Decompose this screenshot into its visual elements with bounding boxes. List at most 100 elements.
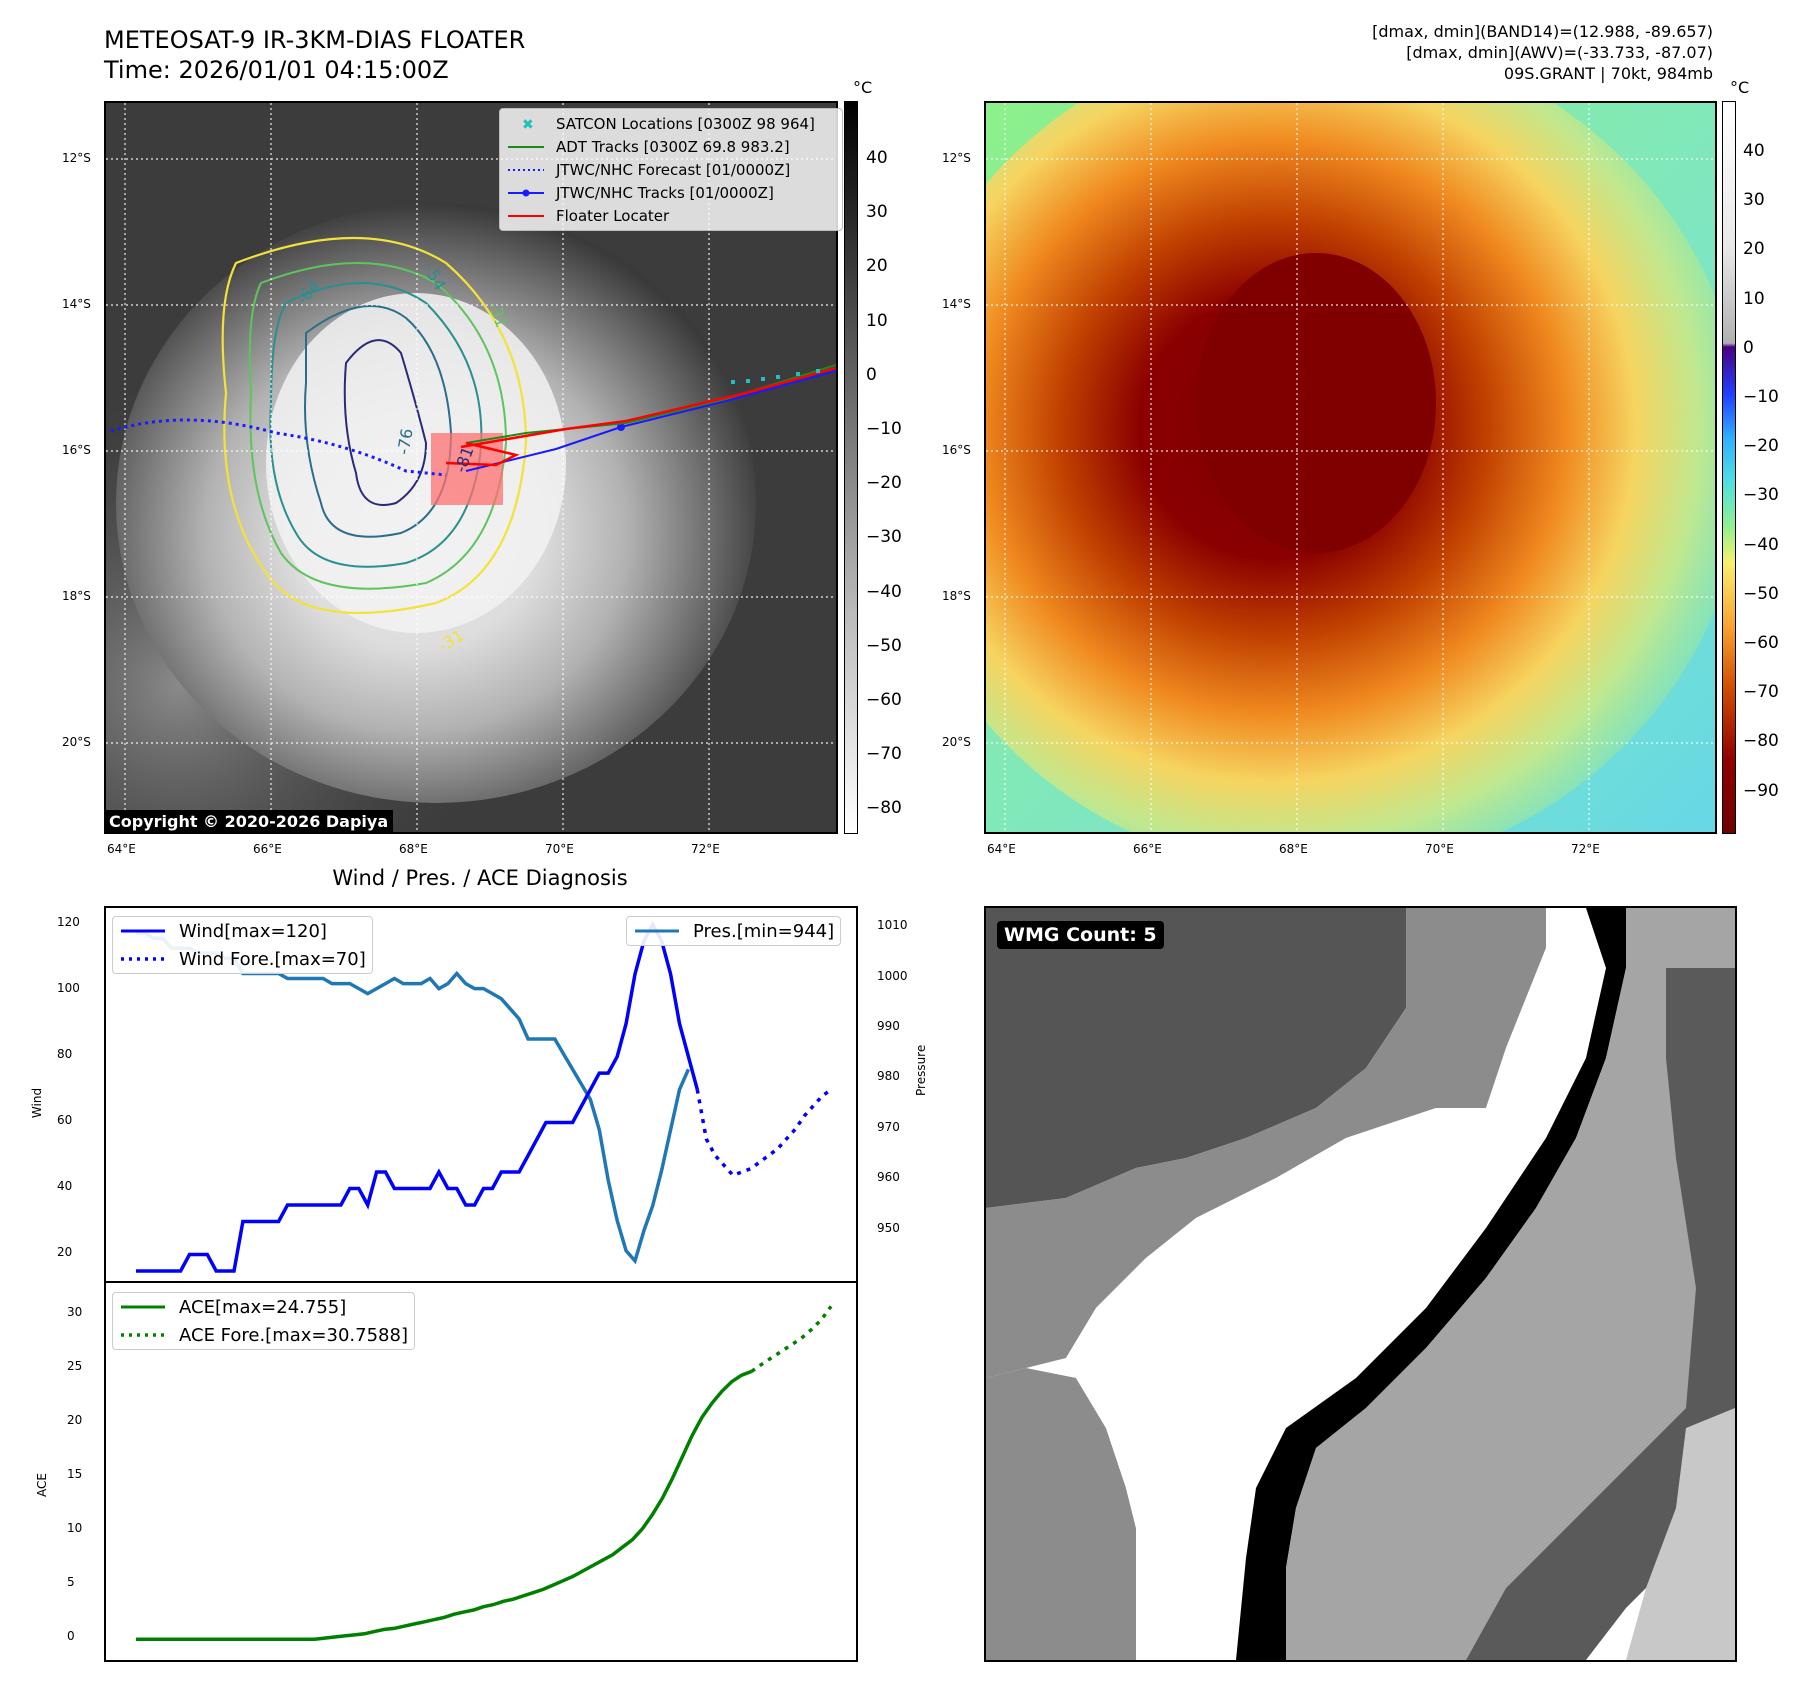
awv-lat-tick: 20°S	[942, 735, 971, 749]
ir-colorbar-tick: 20	[866, 256, 888, 277]
ir-colorbar-tick: −40	[866, 581, 902, 602]
pressure-tick: 1000	[877, 968, 908, 983]
awv-colorbar-tick: −30	[1743, 485, 1779, 506]
ace-axis-label: ACE	[34, 1473, 49, 1497]
ir-colorbar-tick: −30	[866, 527, 902, 548]
legend-satcon-label: SATCON Locations [0300Z 98 964]	[556, 114, 815, 133]
ir-colorbar-tick: −80	[866, 798, 902, 819]
figure-title: METEOSAT-9 IR-3KM-DIAS FLOATER	[104, 26, 526, 54]
ace-panel	[104, 1281, 858, 1662]
wmg-grid-image	[986, 908, 1735, 1660]
ace-tick: 0	[67, 1629, 75, 1644]
awv-colorbar-tick: 10	[1743, 288, 1765, 309]
awv-lat-tick: 14°S	[942, 297, 971, 311]
awv-range: [dmax, dmin](AWV)=(-33.733, -87.07)	[1406, 43, 1713, 62]
pressure-tick: 990	[877, 1018, 900, 1033]
awv-colorbar-tick: −10	[1743, 387, 1779, 407]
legend-forecast-label: JTWC/NHC Forecast [01/0000Z]	[556, 160, 791, 179]
legend-floater-label: Floater Locater	[556, 206, 670, 225]
awv-colorbar-tick: −20	[1743, 436, 1779, 457]
awv-image-panel	[984, 101, 1717, 834]
awv-colorbar-tick: 40	[1743, 141, 1765, 161]
ir-lat-tick: 18°S	[62, 589, 91, 603]
ir-colorbar-tick: −50	[866, 635, 902, 656]
awv-colorbar-tick: 0	[1743, 337, 1754, 358]
awv-lon-tick: 68°E	[1279, 842, 1308, 856]
contour-green	[248, 262, 508, 590]
solid-line-icon	[508, 145, 544, 148]
awv-colorbar-tick: −50	[1743, 583, 1779, 604]
wind-tick: 60	[57, 1112, 73, 1127]
contour-navy	[343, 339, 428, 506]
figure-time: Time: 2026/01/01 04:15:00Z	[104, 56, 449, 84]
awv-colorbar-tick: −70	[1743, 682, 1779, 703]
ir-colorbar-tick: −70	[866, 744, 902, 765]
awv-colorbar	[1722, 101, 1736, 834]
ir-lat-tick: 14°S	[62, 297, 91, 311]
wind-tick: 40	[57, 1178, 73, 1193]
wmg-count-badge: WMG Count: 5	[997, 921, 1164, 949]
awv-water-vapor-map	[986, 103, 1715, 832]
ir-lon-tick: 68°E	[399, 842, 428, 856]
diagnosis-title: Wind / Pres. / ACE Diagnosis	[332, 866, 628, 890]
wind-line	[136, 920, 699, 1273]
ir-colorbar-tick: −60	[866, 690, 902, 710]
svg-text:✖: ✖	[522, 117, 534, 131]
ace-tick: 25	[67, 1358, 83, 1373]
solid-line-icon	[635, 929, 679, 933]
wind-tick: 80	[57, 1046, 73, 1061]
awv-lat-tick: 12°S	[942, 151, 971, 165]
satcon-markers	[731, 369, 820, 384]
ace-tick: 10	[67, 1521, 83, 1535]
ace-tick: 5	[67, 1575, 75, 1590]
awv-lat-tick: 16°S	[942, 443, 971, 457]
legend-wind: Wind[max=120]	[113, 917, 372, 945]
awv-colorbar-tick: 30	[1743, 190, 1765, 211]
ir-colorbar-unit: °C	[853, 78, 873, 97]
legend-ace-label: ACE[max=24.755]	[179, 1296, 347, 1318]
dotted-line-icon	[121, 1333, 165, 1337]
ir-legend: ✖ SATCON Locations [0300Z 98 964] ADT Tr…	[499, 108, 843, 231]
wind-axis-label: Wind	[30, 1087, 45, 1119]
pressure-tick: 970	[877, 1119, 900, 1134]
ace-chart	[136, 1305, 833, 1641]
awv-lon-tick: 72°E	[1571, 842, 1600, 856]
ace-tick: 30	[67, 1304, 83, 1319]
awv-colorbar-tick: −90	[1743, 780, 1779, 801]
legend-forecast: JTWC/NHC Forecast [01/0000Z]	[506, 158, 836, 181]
legend-wind-fore: Wind Fore.[max=70]	[113, 945, 372, 973]
copyright-label: Copyright © 2020-2026 Dapiya	[104, 810, 394, 833]
line-dot-icon	[508, 189, 544, 196]
legend-pres-label: Pres.[min=944]	[693, 920, 835, 942]
legend-ace-fore-label: ACE Fore.[max=30.7588]	[179, 1324, 408, 1346]
ir-lon-tick: 64°E	[107, 842, 136, 856]
contour-teal	[269, 282, 483, 568]
awv-lon-tick: 66°E	[1133, 842, 1162, 856]
pressure-tick: 960	[877, 1170, 900, 1185]
ir-colorbar-tick: 40	[866, 148, 888, 168]
ir-lon-tick: 66°E	[253, 842, 282, 856]
legend-ace: ACE[max=24.755]	[113, 1293, 414, 1321]
wind-tick: 100	[57, 980, 80, 995]
ir-colorbar-tick: 10	[866, 310, 888, 331]
wind-tick: 120	[57, 914, 80, 929]
awv-lat-tick: 18°S	[942, 589, 971, 603]
ir-colorbar-tick: 30	[866, 202, 888, 223]
solid-line-icon	[121, 1305, 165, 1309]
wind-forecast-line	[695, 1088, 833, 1178]
dotted-line-icon	[508, 168, 544, 171]
wind-legend: Wind[max=120] Wind Fore.[max=70]	[112, 916, 373, 974]
legend-tracks-label: JTWC/NHC Tracks [01/0000Z]	[556, 183, 774, 202]
satcon-marker-icon: ✖	[522, 117, 534, 131]
ace-tick: 20	[67, 1412, 83, 1427]
legend-satcon: ✖ SATCON Locations [0300Z 98 964]	[506, 112, 836, 135]
pressure-legend: Pres.[min=944]	[626, 916, 842, 946]
ir-lat-tick: 20°S	[62, 735, 91, 749]
forecast-track	[110, 418, 447, 477]
legend-tracks: JTWC/NHC Tracks [01/0000Z]	[506, 181, 836, 204]
ir-colorbar	[844, 101, 858, 834]
legend-adt: ADT Tracks [0300Z 69.8 983.2]	[506, 135, 836, 158]
ir-image-panel	[104, 101, 838, 834]
ir-lat-tick: 16°S	[62, 443, 91, 457]
band14-range: [dmax, dmin](BAND14)=(12.988, -89.657)	[1372, 22, 1713, 41]
